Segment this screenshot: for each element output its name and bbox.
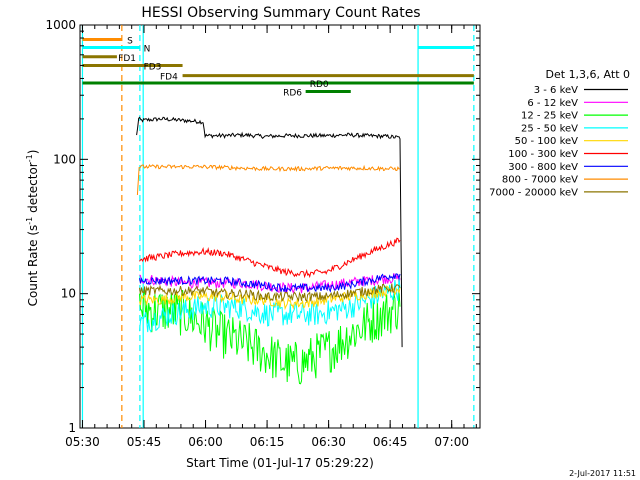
x-tick-label: 06:45 — [373, 435, 408, 449]
series-line-6 — [139, 273, 401, 294]
y-axis: 1 10 100 1000 — [45, 18, 480, 435]
series-line-5 — [139, 237, 401, 279]
y-tick-label: 100 — [53, 152, 76, 166]
legend-label: 3 - 6 keV — [534, 85, 578, 96]
flag-label-rd0: RD0 — [310, 80, 329, 90]
x-axis-label: Start Time (01-Jul-17 05:29:22) — [186, 456, 374, 470]
flag-label-s: S — [127, 36, 133, 46]
x-tick-label: 05:45 — [127, 435, 162, 449]
timestamp: 2-Jul-2017 11:51 — [569, 469, 636, 478]
legend-label: 25 - 50 keV — [521, 123, 578, 134]
chart-title: HESSI Observing Summary Count Rates — [141, 5, 420, 21]
series-line-7 — [136, 164, 401, 196]
flag-label-fd4: FD4 — [160, 73, 178, 83]
flag-label-fd1: FD1 — [118, 54, 136, 64]
flag-label-n: N — [144, 44, 151, 54]
legend-label: 7000 - 20000 keV — [489, 187, 578, 198]
legend-label: 6 - 12 keV — [527, 98, 578, 109]
flag-label-fd3: FD3 — [144, 62, 162, 72]
y-tick-label: 1 — [68, 421, 76, 435]
x-tick-label: 06:15 — [250, 435, 285, 449]
legend: Det 1,3,6, Att 0 3 - 6 keV 6 - 12 keV 12 - … — [489, 68, 630, 198]
legend-label: 800 - 7000 keV — [502, 175, 578, 186]
series-line-8 — [139, 283, 401, 303]
legend-title: Det 1,3,6, Att 0 — [546, 68, 630, 81]
legend-label: 12 - 25 keV — [521, 111, 578, 122]
series-line-0 — [136, 116, 403, 348]
x-tick-label: 07:00 — [434, 435, 469, 449]
x-axis: 05:30 05:45 06:00 06:15 06:30 06:45 07:00 — [65, 25, 477, 449]
flag-label-rd6: RD6 — [283, 88, 302, 98]
y-tick-label: 1000 — [45, 18, 76, 32]
x-tick-label: 06:30 — [311, 435, 346, 449]
y-axis-label: Count Rate (s-1 detector-1) — [25, 150, 40, 307]
x-tick-label: 05:30 — [65, 435, 100, 449]
plot-frame — [79, 24, 481, 429]
legend-label: 300 - 800 keV — [508, 162, 578, 173]
x-tick-label: 06:00 — [188, 435, 223, 449]
legend-label: 50 - 100 keV — [515, 136, 579, 147]
legend-label: 100 - 300 keV — [508, 149, 578, 160]
y-tick-label: 10 — [61, 287, 76, 301]
